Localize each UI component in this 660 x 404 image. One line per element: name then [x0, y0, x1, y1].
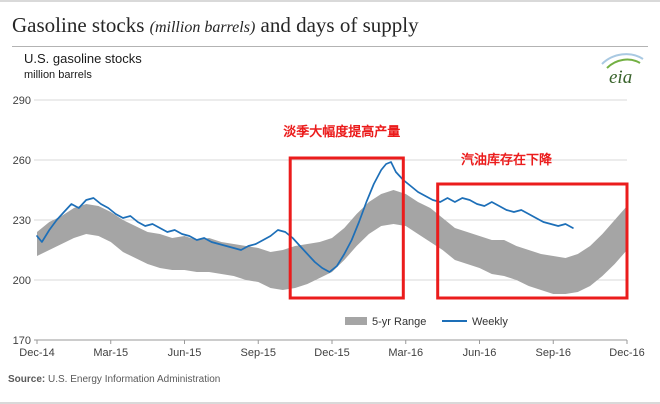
source-text: U.S. Energy Information Administration: [48, 374, 221, 386]
x-tick-label-Dec-14: Dec-14: [19, 347, 54, 359]
y-tick-label-200: 200: [13, 275, 31, 287]
legend-weekly-label: Weekly: [472, 316, 508, 328]
annotation-label-1: 淡季大幅度提高产量: [283, 124, 400, 140]
source-label: Source:: [8, 374, 46, 386]
x-tick-label-Jun-16: Jun-16: [463, 347, 497, 359]
x-tick-label-Sep-15: Sep-15: [241, 347, 276, 359]
legend-range-label: 5-yr Range: [372, 316, 426, 328]
y-tick-label-170: 170: [13, 335, 31, 347]
page-title: Gasoline stocks (million barrels) and da…: [12, 13, 644, 37]
title-units: (million barrels): [149, 19, 256, 36]
stocks-chart-svg: 170 200 230 260 290 Dec-14 Mar-15 Jun-15 Sep-15 D…: [13, 95, 645, 359]
x-tick-label-Dec-16: Dec-16: [609, 347, 644, 359]
annotation-box-2: [436, 182, 629, 300]
x-tick-label-Jun-15: Jun-15: [168, 347, 202, 359]
eia-logo-swoosh-green: [606, 58, 641, 70]
x-tick-label-Sep-16: Sep-16: [536, 347, 571, 359]
title-rest: and days of supply: [260, 13, 419, 37]
chart-subtitle: U.S. gasoline stocks: [24, 51, 142, 67]
legend-range-swatch: [345, 317, 367, 326]
five-yr-range-band: [37, 190, 627, 295]
y-tick-label-260: 260: [13, 155, 31, 167]
y-tick-label-290: 290: [13, 95, 31, 107]
x-tick-label-Mar-16: Mar-16: [388, 347, 423, 359]
chart-subtitle-block: U.S. gasoline stocks million barrels: [24, 51, 142, 81]
source-note: Source: U.S. Energy Information Administ…: [8, 374, 660, 385]
annotation-box-1: [288, 156, 405, 300]
x-tick-label-Dec-15: Dec-15: [314, 347, 349, 359]
chart-units-label: million barrels: [24, 69, 92, 82]
title-main: Gasoline stocks: [12, 13, 145, 37]
eia-logo-text: eia: [609, 67, 632, 88]
annotation-label-2: 汽油库存在下降: [461, 152, 553, 168]
eia-logo: eia: [601, 53, 644, 88]
header-divider: [12, 46, 648, 48]
weekly-line: [36, 161, 574, 274]
stocks-chart: 170 200 230 260 290 Dec-14 Mar-15 Jun-15 Sep-15 D…: [0, 93, 660, 370]
chart-header-row: U.S. gasoline stocks million barrels eia: [24, 51, 646, 93]
report-header: Gasoline stocks (million barrels) and da…: [0, 13, 660, 93]
x-tick-label-Mar-15: Mar-15: [93, 347, 128, 359]
y-tick-label-230: 230: [13, 215, 31, 227]
eia-logo-swoosh-blue: [601, 53, 644, 66]
